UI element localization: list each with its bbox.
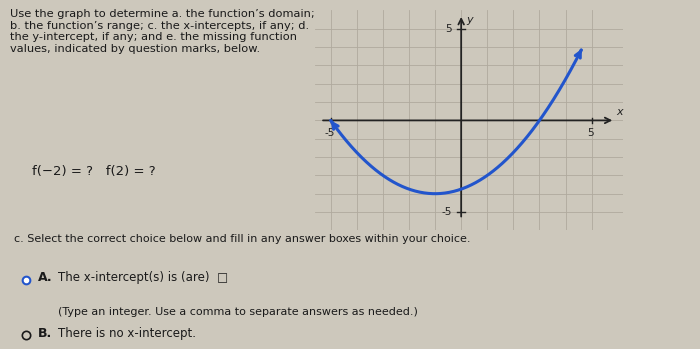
Text: y: y — [466, 15, 473, 25]
Text: B.: B. — [38, 327, 52, 340]
Text: There is no x-intercept.: There is no x-intercept. — [58, 327, 197, 340]
Text: c. Select the correct choice below and fill in any answer boxes within your choi: c. Select the correct choice below and f… — [14, 234, 470, 244]
Text: The x-intercept(s) is (are)  □: The x-intercept(s) is (are) □ — [58, 271, 229, 284]
Text: 5: 5 — [587, 128, 594, 138]
Text: Use the graph to determine a. the function’s domain;
b. the function’s range; c.: Use the graph to determine a. the functi… — [10, 9, 315, 54]
Text: f(−2) = ?   f(2) = ?: f(−2) = ? f(2) = ? — [32, 165, 155, 178]
Text: -5: -5 — [442, 207, 452, 217]
Text: x: x — [617, 107, 623, 117]
Text: -5: -5 — [324, 128, 335, 138]
Text: 5: 5 — [445, 24, 452, 34]
Text: (Type an integer. Use a comma to separate answers as needed.): (Type an integer. Use a comma to separat… — [58, 307, 419, 318]
Text: A.: A. — [38, 271, 52, 284]
